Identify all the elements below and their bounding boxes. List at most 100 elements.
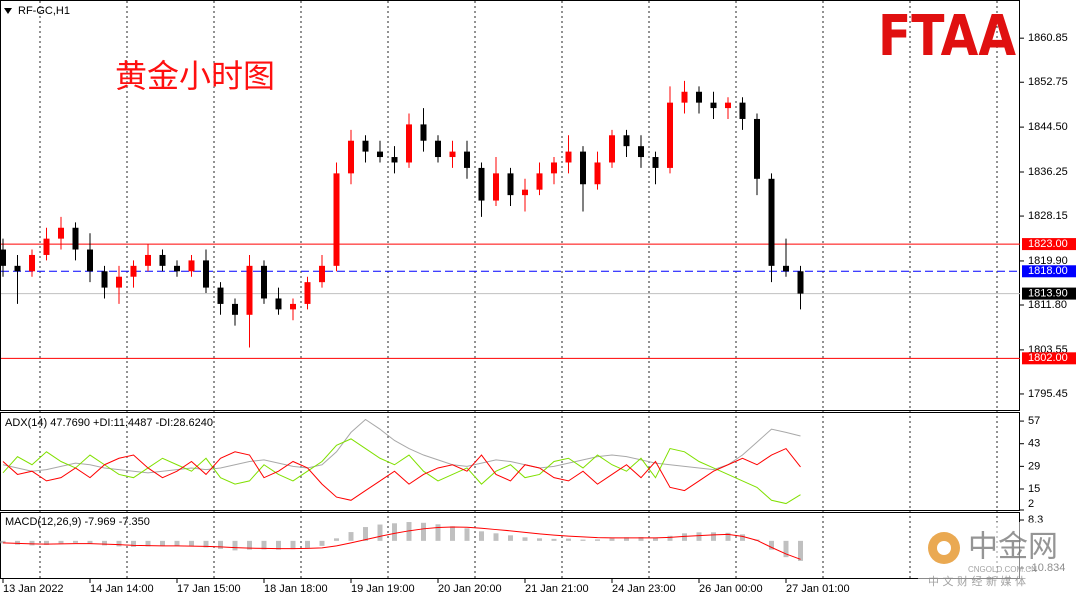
candle-body (594, 162, 601, 185)
candle-body (522, 189, 528, 196)
histogram-bar (464, 528, 470, 541)
histogram-bar (696, 532, 702, 541)
x-tick-label: 17 Jan 15:00 (177, 583, 241, 595)
candle-body (638, 146, 644, 158)
histogram-bar (290, 540, 296, 550)
histogram-bar (377, 524, 383, 541)
annotation: 黄金小时图 (115, 57, 275, 95)
candle-body (507, 173, 514, 196)
y-tick-label: 1852.75 (1028, 76, 1068, 88)
adx-title: ADX(14) 47.7690 +DI:11.4487 -DI:28.6240 (5, 417, 213, 429)
candle-body (333, 173, 340, 266)
histogram-bar (740, 534, 745, 541)
candle-body (464, 151, 470, 168)
histogram-bar (798, 540, 803, 561)
level-label-bg (1022, 287, 1076, 300)
histogram-bar (189, 540, 194, 547)
level-label-bg (1022, 238, 1076, 251)
x-tick-label: 19 Jan 19:00 (351, 583, 415, 595)
histogram-bar (435, 524, 441, 541)
x-tick-label: 13 Jan 2022 (3, 583, 64, 595)
x-tick-label: 24 Jan 23:00 (612, 583, 676, 595)
histogram-bar (682, 533, 687, 541)
candle-body (783, 265, 789, 272)
histogram-bar (232, 540, 238, 551)
candle-body (667, 102, 673, 168)
candle-body (449, 151, 456, 158)
candle-body (145, 254, 151, 266)
histogram-bar (493, 533, 499, 541)
histogram-bar (218, 540, 223, 549)
histogram-bar (73, 540, 78, 543)
candle-body (565, 151, 572, 163)
candle-body (580, 151, 586, 185)
histogram-bar (0, 540, 6, 544)
candle-body (275, 298, 282, 310)
level-label: 1802.00 (1028, 352, 1068, 364)
candle-body (406, 124, 412, 163)
candle-body (116, 276, 122, 288)
level-label: 1818.00 (1028, 265, 1068, 277)
y-tick-label: 1819.90 (1028, 255, 1068, 267)
histogram-bar (783, 540, 789, 558)
histogram-bar (725, 532, 731, 541)
candle-body (348, 140, 354, 174)
level-label: 1813.90 (1028, 287, 1068, 299)
histogram-bar (116, 540, 122, 547)
histogram-bar (667, 535, 673, 541)
x-tick-label: 27 Jan 01:00 (786, 583, 850, 595)
histogram-bar (406, 522, 412, 541)
candle-body (319, 265, 325, 283)
histogram-bar (522, 537, 528, 541)
histogram-bar (653, 537, 658, 541)
histogram-bar (580, 539, 586, 541)
level-label: 1823.00 (1028, 238, 1068, 250)
candle-body (623, 135, 630, 147)
histogram-bar (247, 540, 252, 550)
menu-triangle (4, 8, 12, 14)
candle-body (478, 167, 485, 201)
histogram-bar (479, 531, 484, 541)
candle-body (232, 303, 238, 315)
candle-body (609, 135, 615, 163)
candle-body (536, 173, 543, 190)
watermark-icon-hole (937, 541, 951, 555)
x-tick-label: 20 Jan 20:00 (438, 583, 502, 595)
candle-body (217, 287, 224, 304)
y-tick-label: 1844.50 (1028, 121, 1068, 133)
histogram-bar (319, 540, 325, 546)
candle-body (362, 140, 369, 152)
candle-body (261, 265, 267, 299)
candle-body (130, 265, 137, 277)
histogram-bar (145, 540, 151, 547)
candle-body (681, 91, 688, 103)
y-tick-label: 1811.80 (1028, 299, 1067, 311)
y-tick-label: 15 (1028, 483, 1040, 495)
histogram-bar (305, 540, 310, 548)
y-tick-label: 57 (1028, 415, 1040, 427)
histogram-bar (450, 526, 455, 541)
level-label-bg (1022, 352, 1076, 365)
histogram-bar (131, 540, 136, 547)
candle-body (14, 265, 21, 272)
candle-body (420, 124, 427, 141)
indicator-line (2, 418, 801, 474)
histogram-bar (15, 540, 20, 545)
histogram-bar (711, 532, 716, 541)
histogram-bar (58, 540, 64, 544)
histogram-bar (87, 540, 93, 544)
candle-body (29, 254, 35, 272)
candle-body (391, 157, 398, 163)
plot: 1860.85 1852.75 1844.50 1836.25 1828.15 1819.… (0, 32, 1076, 595)
signal-line (2, 526, 801, 560)
candle-body (768, 178, 775, 266)
histogram-bar (174, 540, 180, 547)
histogram-bar (508, 535, 513, 541)
histogram-bar (102, 540, 107, 546)
watermark-domain: CNGOLD.COM.CN (968, 565, 1037, 574)
candle-body (159, 254, 166, 266)
candle-body (435, 140, 441, 158)
y-tick-label: 1828.15 (1028, 210, 1068, 222)
y-tick-label: 1836.25 (1028, 166, 1068, 178)
